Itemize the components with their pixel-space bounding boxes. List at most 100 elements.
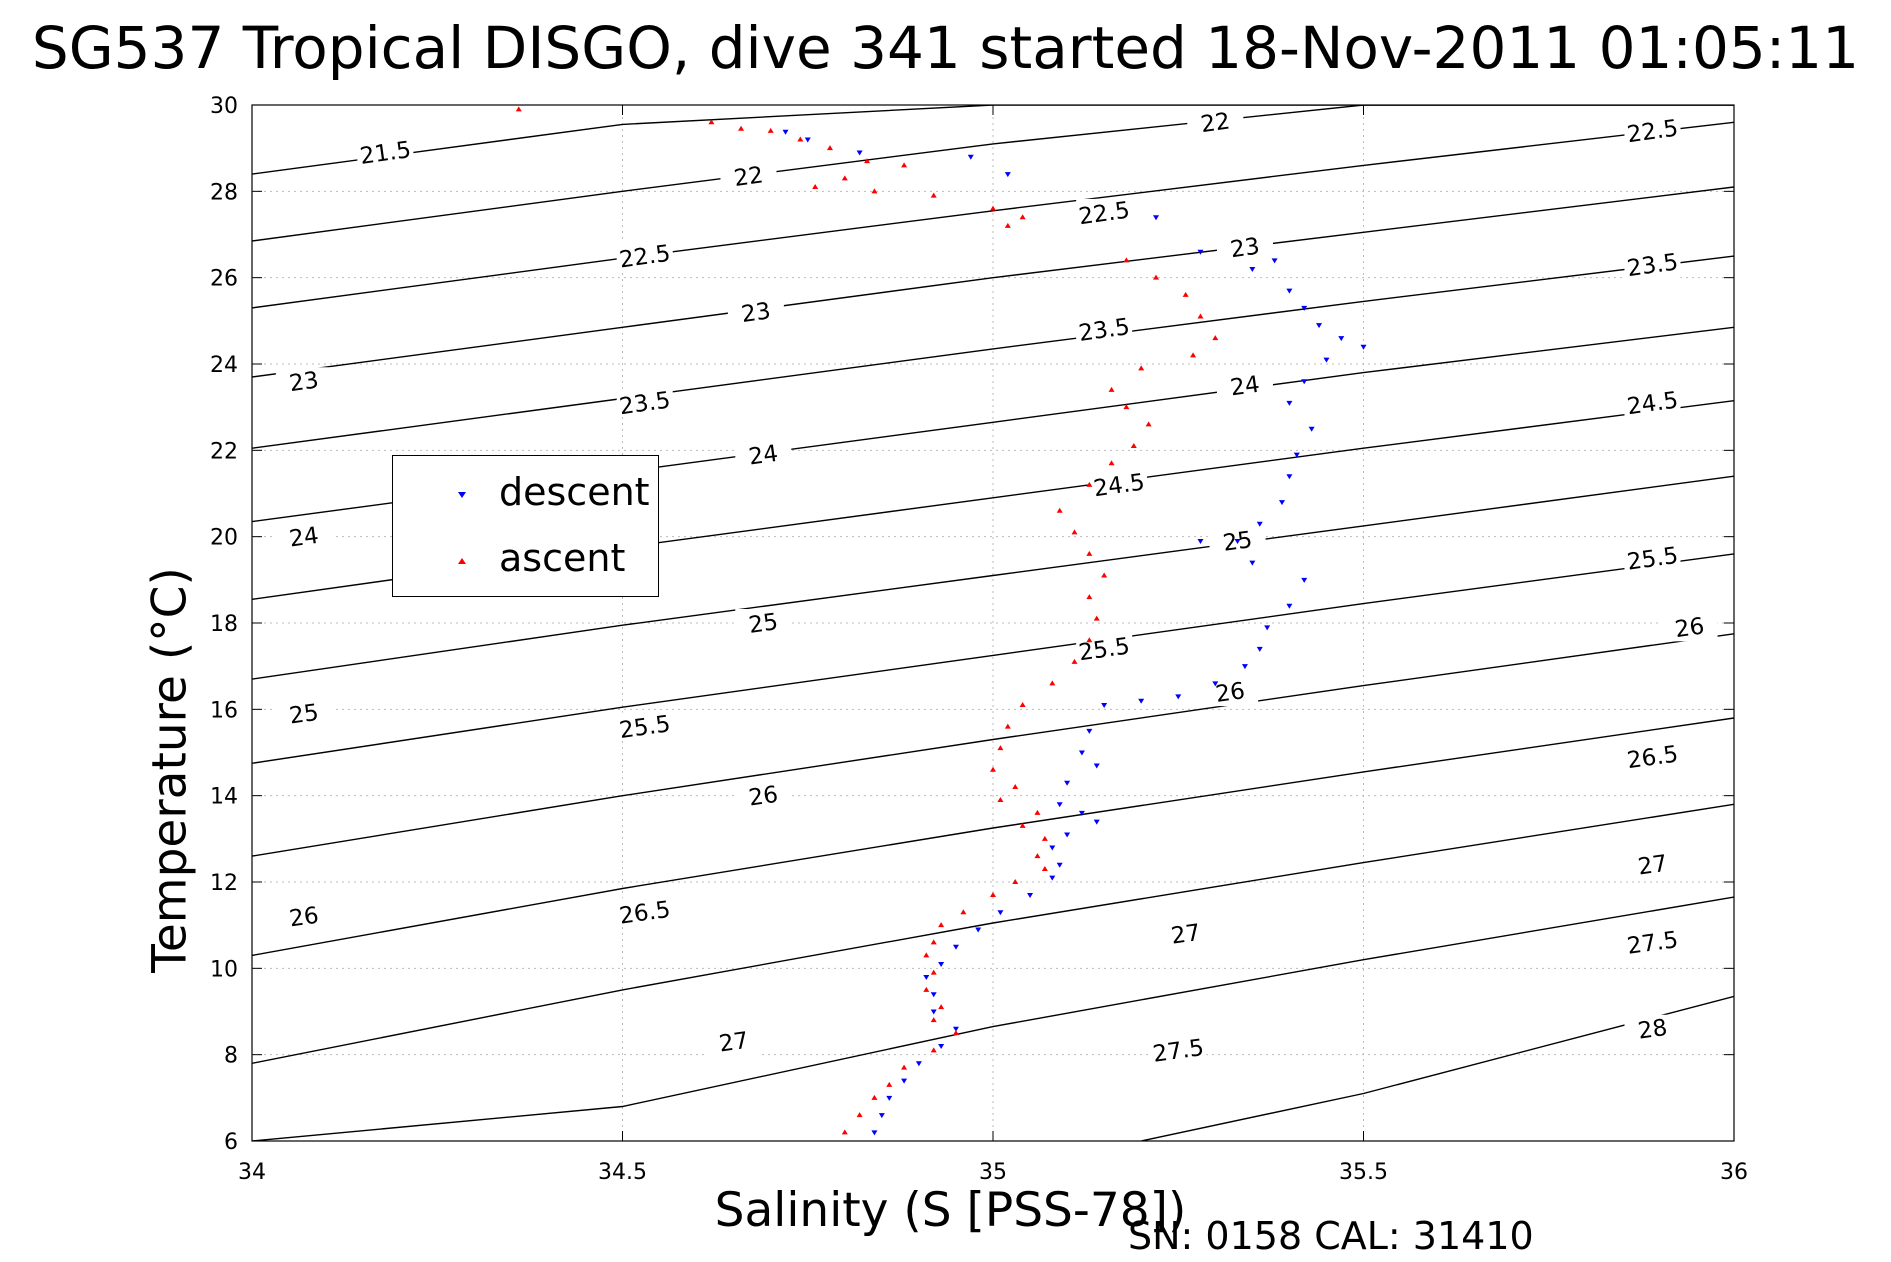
ascent-point xyxy=(1153,274,1160,280)
contour-line xyxy=(252,803,1734,1064)
ascent-point xyxy=(708,119,715,125)
contour-label-bg xyxy=(1076,634,1133,663)
contour-label-bg xyxy=(616,242,673,271)
density-contours xyxy=(252,105,1734,1141)
descent-marker-icon xyxy=(458,492,466,498)
y-tick-label: 16 xyxy=(210,698,238,723)
ascent-point xyxy=(886,1081,893,1087)
ascent-point xyxy=(1056,507,1063,513)
ascent-point xyxy=(1034,809,1041,815)
ascent-point xyxy=(1071,658,1078,664)
ascent-point xyxy=(1123,404,1130,410)
contour-label: 26 xyxy=(747,782,780,812)
contour-line xyxy=(252,186,1734,378)
descent-point xyxy=(1286,288,1293,294)
ascent-marker-icon xyxy=(458,558,466,564)
ascent-point xyxy=(1086,594,1093,600)
legend-item-ascent: ascent xyxy=(393,530,658,590)
legend: descent ascent xyxy=(392,455,659,597)
contour-label: 25 xyxy=(288,700,321,730)
contour-line xyxy=(252,105,1734,242)
contour-label-bg xyxy=(1076,198,1133,227)
ascent-point xyxy=(930,969,937,975)
ascent-point xyxy=(990,766,996,772)
ascent-point xyxy=(1101,572,1108,578)
ascent-point xyxy=(1004,723,1011,729)
y-tick-label: 14 xyxy=(210,785,238,810)
ascent-point xyxy=(1086,550,1093,556)
contour-label-bg xyxy=(1624,250,1681,279)
contour-label-bg xyxy=(275,367,332,396)
descent-point xyxy=(1086,728,1093,734)
y-tick-label: 28 xyxy=(210,180,238,205)
descent-point xyxy=(1338,336,1345,342)
y-tick-label: 22 xyxy=(210,439,238,464)
contour-label-bg xyxy=(1624,850,1681,879)
descent-point xyxy=(930,992,937,998)
descent-point xyxy=(967,154,974,160)
y-axis-label: Temperature (°C) xyxy=(142,567,198,973)
descent-point xyxy=(878,1113,885,1119)
y-tick-label: 30 xyxy=(210,94,238,119)
contour-label-bg xyxy=(1624,544,1681,573)
y-tick-label: 6 xyxy=(224,1130,238,1155)
ascent-point xyxy=(930,939,937,945)
ascent-point xyxy=(952,1030,959,1036)
contour-line xyxy=(252,553,1734,764)
legend-item-descent: descent xyxy=(393,464,658,524)
ascent-point xyxy=(1012,879,1019,884)
y-tick-label: 20 xyxy=(210,526,238,551)
x-tick-label: 35.5 xyxy=(1339,1160,1388,1185)
descent-point xyxy=(856,150,863,156)
ascent-point xyxy=(1086,637,1093,643)
descent-point xyxy=(1101,703,1108,709)
contour-label-bg xyxy=(1187,108,1244,137)
descent-point xyxy=(1153,215,1160,221)
ascent-point xyxy=(930,1017,937,1023)
descent-point xyxy=(1212,681,1219,687)
descent-point xyxy=(1316,323,1323,329)
axis-ticks: 34 34.5 35 35.5 36 6 8 10 12 14 16 18 20 22 24 26 28 30 xyxy=(210,94,1748,1185)
serial-calibration-text: SN: 0158 CAL: 31410 xyxy=(1128,1214,1534,1258)
ascent-point xyxy=(1012,784,1019,790)
ascent-point xyxy=(1108,386,1115,392)
ascent-point xyxy=(826,145,833,151)
descent-point xyxy=(1256,646,1263,652)
descent-point xyxy=(1256,521,1263,527)
grid-lines xyxy=(252,105,1734,1141)
ascent-point xyxy=(856,1112,863,1118)
contour-label: 22 xyxy=(732,162,765,192)
contour-label: 28 xyxy=(1636,1015,1669,1045)
descent-point xyxy=(1049,845,1056,851)
ascent-point xyxy=(938,922,945,928)
ascent-point xyxy=(812,184,819,190)
descent-point xyxy=(1078,810,1085,816)
x-tick-label: 34.5 xyxy=(598,1160,647,1185)
ascent-point xyxy=(1086,481,1093,487)
contour-line xyxy=(1141,995,1734,1141)
contour-label: 27 xyxy=(1636,851,1669,881)
descent-point xyxy=(1027,892,1034,898)
y-tick-label: 26 xyxy=(210,267,238,292)
descent-point xyxy=(1197,538,1204,544)
ascent-point xyxy=(1041,866,1048,872)
contour-label-bg xyxy=(1216,233,1273,262)
ascent-point xyxy=(841,175,848,181)
ascent-point xyxy=(841,1129,848,1135)
ascent-point xyxy=(871,188,878,194)
descent-point xyxy=(1278,500,1285,506)
legend-label-descent: descent xyxy=(499,470,650,514)
descent-point xyxy=(1078,750,1085,756)
y-tick-label: 10 xyxy=(210,957,238,982)
ascent-point xyxy=(515,106,522,112)
descent-point xyxy=(1241,664,1248,670)
ascent-point xyxy=(1190,352,1197,358)
series-ascent xyxy=(515,106,1219,1135)
contour-line xyxy=(252,633,1734,857)
ascent-point xyxy=(901,162,908,168)
ascent-point xyxy=(738,125,745,131)
ascent-point xyxy=(938,1004,945,1010)
ascent-point xyxy=(1212,335,1219,341)
